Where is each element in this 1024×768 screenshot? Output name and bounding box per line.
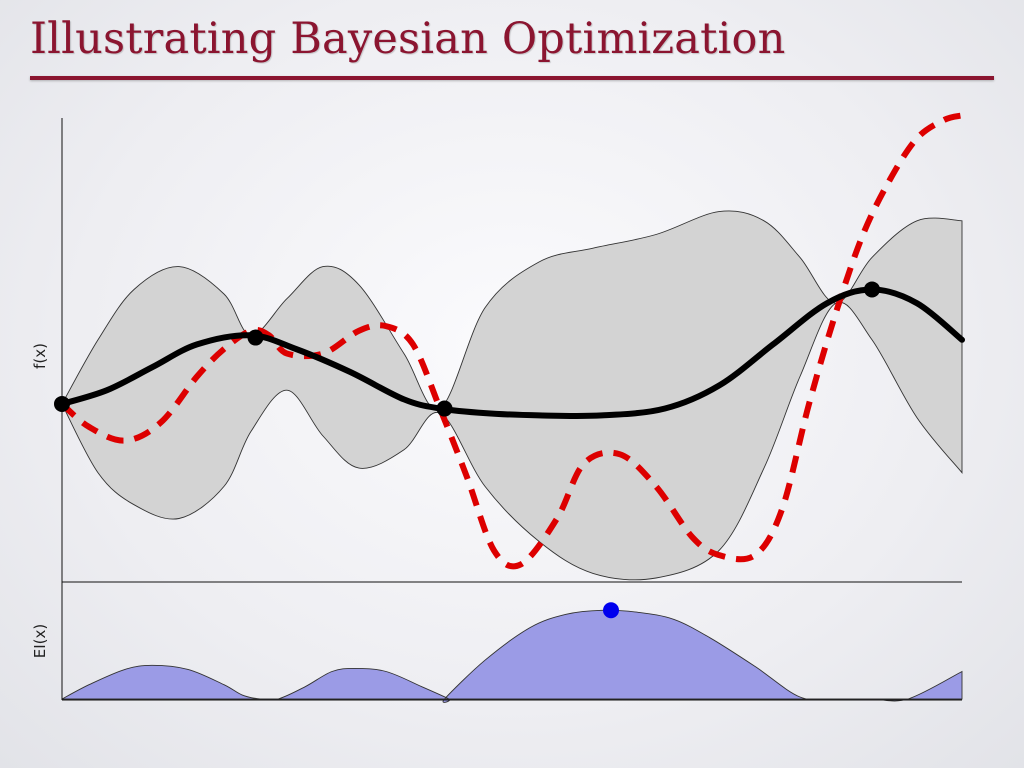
title-rule — [30, 76, 994, 80]
posterior-mean-line — [59, 286, 965, 420]
f-axis-label: f(x) — [31, 343, 49, 369]
observation-point — [247, 329, 264, 346]
observation-point — [436, 400, 453, 417]
ei-axis-label: EI(x) — [31, 624, 49, 658]
confidence-band — [61, 210, 963, 581]
gp-posterior-panel — [54, 112, 965, 583]
observation-point — [54, 395, 70, 412]
expected-improvement-area — [61, 609, 963, 703]
ei-maximum-point — [603, 602, 619, 619]
expected-improvement-panel — [61, 582, 963, 703]
objective-function-line — [60, 112, 963, 570]
observation-point — [864, 281, 880, 298]
slide-title: Illustrating Bayesian Optimization — [30, 14, 786, 64]
